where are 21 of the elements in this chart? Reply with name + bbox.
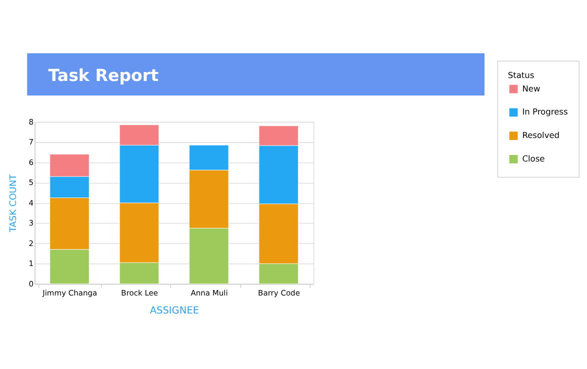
legend-label: Resolved — [522, 130, 560, 140]
y-axis-title: TASK COUNT — [8, 174, 19, 234]
x-tick-label: Jimmy Changa — [42, 288, 98, 298]
x-axis-title: ASSIGNEE — [150, 306, 200, 317]
x-tick-label: Barry Code — [258, 288, 300, 298]
legend-label: New — [522, 83, 540, 94]
y-tick-label: 3 — [28, 218, 34, 228]
x-tick-label: Anna Muli — [190, 288, 228, 298]
y-tick-label: 2 — [28, 238, 34, 248]
y-tick-label: 8 — [28, 117, 34, 126]
chart-title: Task Report — [48, 66, 159, 86]
y-tick-label: 1 — [28, 259, 34, 268]
y-tick-label: 5 — [28, 178, 34, 188]
y-tick-label: 7 — [28, 138, 34, 147]
y-tick-label: 0 — [28, 279, 34, 288]
x-tick-label: Brock Lee — [121, 288, 158, 298]
y-tick-label: 6 — [28, 158, 34, 167]
legend-label: Close — [522, 153, 545, 164]
y-tick-label: 4 — [28, 198, 34, 208]
legend-label: In Progress — [522, 106, 568, 117]
legend-title: Status — [508, 70, 534, 80]
